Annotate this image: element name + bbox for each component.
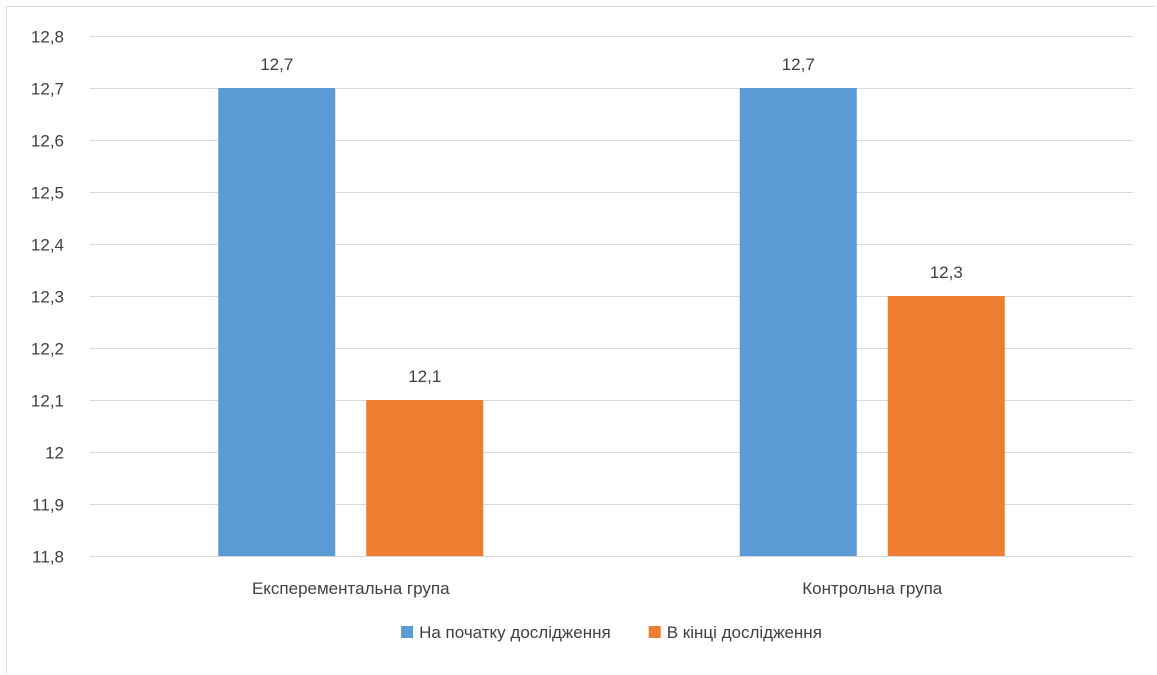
bar — [887, 296, 1005, 556]
legend-label: В кінці дослідження — [667, 623, 822, 642]
y-tick-label: 12,6 — [31, 132, 64, 151]
legend-swatch — [648, 626, 661, 638]
y-tick-label: 12,2 — [31, 340, 64, 359]
data-label: 12,7 — [782, 55, 815, 74]
bar — [218, 88, 336, 556]
legend-swatch — [401, 626, 414, 638]
y-tick-label: 12,7 — [31, 80, 64, 99]
y-tick-label: 11,8 — [32, 548, 64, 567]
x-category-label: Контрольна група — [802, 579, 943, 598]
x-category-label: Експерементальна група — [252, 579, 450, 598]
y-tick-label: 12,8 — [31, 28, 64, 47]
bar — [366, 400, 484, 556]
y-tick-label: 12,3 — [31, 288, 64, 307]
data-label: 12,1 — [408, 367, 441, 386]
y-tick-label: 11,9 — [32, 496, 64, 515]
y-tick-label: 12 — [45, 444, 64, 463]
bar — [739, 88, 857, 556]
data-label: 12,3 — [930, 263, 963, 282]
legend-label: На початку дослідження — [419, 623, 611, 642]
y-tick-label: 12,5 — [31, 184, 64, 203]
y-tick-label: 12,1 — [31, 392, 64, 411]
data-label: 12,7 — [260, 55, 293, 74]
y-tick-label: 12,4 — [31, 236, 64, 255]
